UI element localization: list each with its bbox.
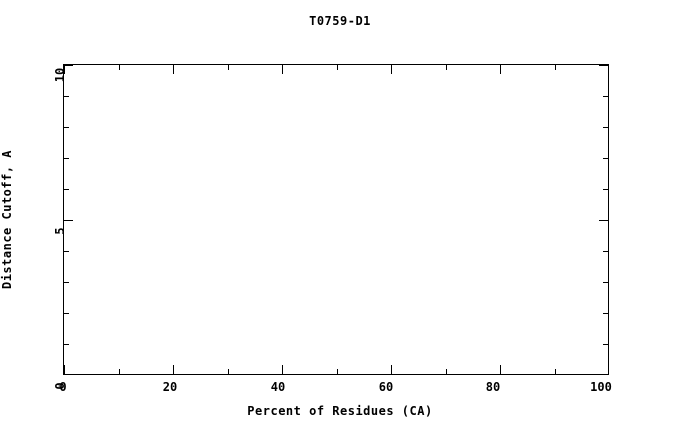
y-axis-minor-tick — [64, 96, 69, 97]
x-tick-label: 60 — [378, 380, 394, 394]
y-axis-title: Distance Cutoff, A — [0, 149, 14, 290]
plot-area — [64, 65, 608, 374]
y-axis-major-tick — [64, 220, 73, 221]
x-axis-major-tick — [282, 365, 283, 374]
x-axis-top-major-tick — [391, 65, 392, 74]
y-axis-right-minor-tick — [603, 96, 608, 97]
x-axis-major-tick — [64, 365, 65, 374]
x-axis-top-minor-tick — [555, 65, 556, 70]
y-axis-right-minor-tick — [603, 313, 608, 314]
x-tick-label: 40 — [270, 380, 286, 394]
data-series-layer — [64, 65, 608, 374]
y-axis-right-minor-tick — [603, 189, 608, 190]
x-axis-top-minor-tick — [228, 65, 229, 70]
y-axis-right-minor-tick — [603, 127, 608, 128]
x-axis-minor-tick — [228, 369, 229, 374]
y-axis-minor-tick — [64, 251, 69, 252]
x-axis-major-tick — [500, 365, 501, 374]
x-axis-top-minor-tick — [119, 65, 120, 70]
x-axis-top-major-tick — [282, 65, 283, 74]
chart-title: T0759-D1 — [309, 14, 371, 28]
y-tick-label: 5 — [53, 227, 67, 235]
x-axis-top-major-tick — [173, 65, 174, 74]
x-axis-minor-tick — [119, 369, 120, 374]
y-axis-minor-tick — [64, 158, 69, 159]
y-tick-label: 10 — [53, 67, 67, 83]
x-axis-top-major-tick — [64, 65, 65, 74]
y-axis-right-minor-tick — [603, 251, 608, 252]
y-axis-minor-tick — [64, 282, 69, 283]
y-axis-right-major-tick — [599, 65, 608, 66]
y-axis-major-tick — [64, 65, 73, 66]
x-axis-minor-tick — [555, 369, 556, 374]
y-axis-minor-tick — [64, 189, 69, 190]
x-axis-title: Percent of Residues (CA) — [247, 404, 433, 418]
y-axis-right-minor-tick — [603, 282, 608, 283]
x-tick-label: 20 — [162, 380, 178, 394]
x-axis-minor-tick — [337, 369, 338, 374]
x-tick-label: 0 — [59, 380, 67, 394]
x-axis-top-minor-tick — [446, 65, 447, 70]
y-axis-minor-tick — [64, 313, 69, 314]
y-axis-minor-tick — [64, 127, 69, 128]
y-tick-label: 0 — [53, 382, 67, 390]
y-axis-right-minor-tick — [603, 158, 608, 159]
x-axis-major-tick — [173, 365, 174, 374]
x-axis-top-minor-tick — [337, 65, 338, 70]
y-axis-right-major-tick — [599, 220, 608, 221]
x-tick-label: 100 — [590, 380, 612, 394]
x-tick-label: 80 — [485, 380, 501, 394]
y-axis-minor-tick — [64, 344, 69, 345]
x-axis-top-major-tick — [500, 65, 501, 74]
y-axis-right-minor-tick — [603, 344, 608, 345]
x-axis-minor-tick — [446, 369, 447, 374]
plot-frame — [63, 64, 609, 375]
x-axis-major-tick — [391, 365, 392, 374]
